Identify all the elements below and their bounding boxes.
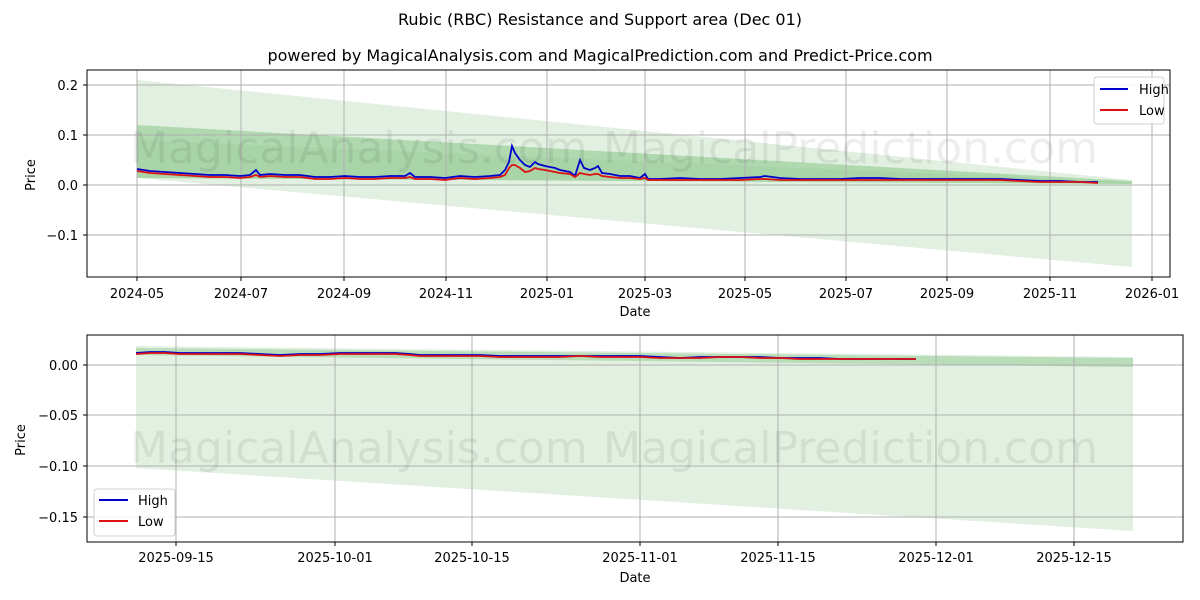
outer-band [136,346,1133,531]
x-tick: 2025-11-15 [740,551,816,566]
top-x-tick-labels: 2024-05 2024-07 2024-09 2024-11 2025-01 … [110,287,1179,302]
bottom-y-axis-label: Price [14,424,29,456]
x-tick: 2025-09-15 [138,551,214,566]
grid [87,70,1170,277]
legend-low: Low [1139,104,1165,119]
bottom-y-tick-labels: 0.00 −0.05 −0.10 −0.15 [38,359,78,526]
x-tick: 2025-12-15 [1036,551,1112,566]
watermark: MagicalPrediction.com [603,272,1098,323]
watermark: MagicalPrediction.com [603,423,1098,474]
low-line [136,164,1099,184]
x-tick: 2026-01 [1125,287,1179,302]
y-tick: 0.00 [49,359,78,374]
x-tick: 2025-12-01 [898,551,974,566]
x-tick: 2024-05 [110,287,164,302]
y-tick: 0.1 [57,129,78,144]
x-tick: 2025-03 [618,287,672,302]
watermark: MagicalAnalysis.com [130,423,588,474]
top-y-tick-labels: 0.2 0.1 0.0 −0.1 [46,79,78,244]
x-tick: 2025-11-01 [602,551,678,566]
grid [87,335,1183,542]
top-axes-frame [86,69,1171,278]
x-tick: 2025-01 [520,287,574,302]
watermark: MagicalPrediction.com [603,123,1098,174]
watermark: MagicalAnalysis.com [130,272,588,323]
top-legend: High Low [1093,76,1169,125]
watermark: MagicalAnalysis.com [130,123,588,174]
x-tick: 2024-09 [317,287,371,302]
y-tick: −0.1 [46,229,78,244]
legend-high: High [1139,83,1169,98]
inner-band [137,125,1132,184]
legend-high: High [138,494,168,509]
x-tick: 2025-09 [920,287,974,302]
x-tick: 2025-07 [819,287,873,302]
top-chart: MagicalAnalysis.com MagicalPrediction.co… [24,69,1179,323]
y-tick: 0.2 [57,79,78,94]
x-tick: 2024-11 [419,287,473,302]
top-x-axis-label: Date [619,305,650,320]
bottom-axes-frame [86,334,1184,543]
legend-low: Low [138,515,164,530]
x-tick: 2024-07 [214,287,268,302]
low-line [135,352,916,360]
x-tick: 2025-05 [718,287,772,302]
x-tick: 2025-10-15 [434,551,510,566]
x-tick: 2025-10-01 [297,551,373,566]
y-tick: −0.15 [38,511,78,526]
x-tick: 2025-11 [1023,287,1077,302]
bottom-legend: High Low [93,488,176,537]
y-tick: 0.0 [57,179,78,194]
top-y-axis-label: Price [24,159,39,191]
chart-subtitle: powered by MagicalAnalysis.com and Magic… [267,46,933,65]
high-line [136,142,1098,183]
y-tick: −0.05 [38,409,78,424]
bottom-x-axis-label: Date [619,571,650,586]
bottom-x-tick-labels: 2025-09-15 2025-10-01 2025-10-15 2025-11… [138,551,1112,566]
chart-title: Rubic (RBC) Resistance and Support area … [397,10,803,29]
bottom-chart: MagicalAnalysis.com MagicalPrediction.co… [14,334,1184,586]
y-tick: −0.10 [38,460,78,475]
